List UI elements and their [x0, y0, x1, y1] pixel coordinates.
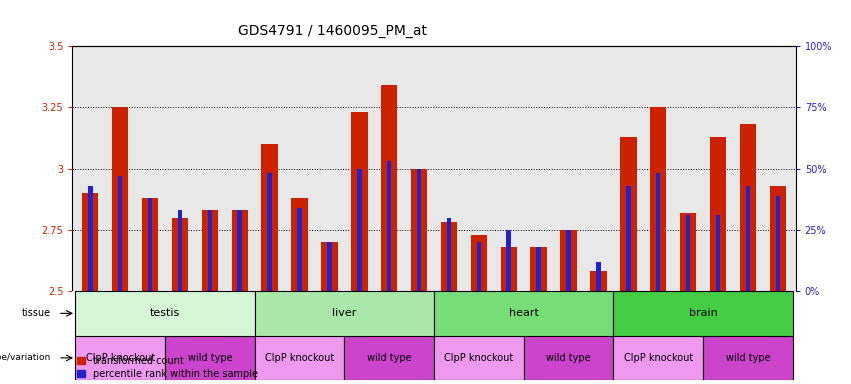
Text: wild type: wild type — [546, 353, 591, 363]
Text: GDS4791 / 1460095_PM_at: GDS4791 / 1460095_PM_at — [238, 25, 427, 38]
Bar — [441, 222, 457, 291]
Bar — [172, 218, 188, 291]
Bar — [626, 186, 631, 291]
Text: liver: liver — [332, 308, 357, 318]
Bar — [614, 291, 792, 336]
Bar — [769, 186, 786, 291]
Text: ClpP knockout: ClpP knockout — [86, 353, 155, 363]
Bar — [686, 215, 690, 291]
Text: genotype/variation: genotype/variation — [0, 353, 51, 362]
Bar — [254, 291, 434, 336]
Bar — [417, 169, 421, 291]
Bar — [142, 198, 158, 291]
Bar — [471, 235, 487, 291]
Bar — [614, 336, 703, 380]
Bar — [165, 336, 254, 380]
Text: heart: heart — [509, 308, 539, 318]
Bar — [82, 193, 99, 291]
Bar — [297, 208, 302, 291]
Text: brain: brain — [688, 308, 717, 318]
Bar — [740, 124, 756, 291]
Bar — [656, 174, 660, 291]
Bar — [327, 242, 332, 291]
Bar — [202, 210, 218, 291]
Bar — [434, 336, 523, 380]
Bar — [76, 291, 254, 336]
Bar — [411, 169, 427, 291]
Text: wild type: wild type — [187, 353, 232, 363]
Bar — [254, 336, 345, 380]
Bar — [650, 108, 666, 291]
Bar — [291, 198, 308, 291]
Bar — [530, 247, 547, 291]
Bar — [178, 210, 182, 291]
Bar — [500, 247, 517, 291]
Bar — [597, 262, 601, 291]
Text: tissue: tissue — [21, 308, 51, 318]
Text: ClpP knockout: ClpP knockout — [624, 353, 693, 363]
Bar — [357, 169, 362, 291]
Bar — [560, 230, 577, 291]
Bar — [591, 271, 607, 291]
Bar — [148, 198, 152, 291]
Bar — [381, 85, 397, 291]
Text: testis: testis — [150, 308, 180, 318]
Bar — [267, 174, 271, 291]
Text: wild type: wild type — [726, 353, 770, 363]
Legend: transformed count, percentile rank within the sample: transformed count, percentile rank withi… — [77, 356, 258, 379]
Bar — [477, 242, 481, 291]
Bar — [620, 137, 637, 291]
Bar — [434, 291, 614, 336]
Bar — [710, 137, 726, 291]
Bar — [447, 218, 451, 291]
Text: ClpP knockout: ClpP knockout — [444, 353, 513, 363]
Bar — [231, 210, 248, 291]
Bar — [88, 186, 93, 291]
Bar — [536, 247, 541, 291]
Bar — [261, 144, 277, 291]
Bar — [566, 230, 571, 291]
Bar — [76, 336, 165, 380]
Bar — [775, 195, 780, 291]
Bar — [523, 336, 614, 380]
Bar — [118, 176, 123, 291]
Bar — [745, 186, 750, 291]
Bar — [345, 336, 434, 380]
Bar — [506, 230, 511, 291]
Bar — [237, 210, 242, 291]
Text: wild type: wild type — [367, 353, 412, 363]
Bar — [680, 213, 696, 291]
Bar — [208, 210, 212, 291]
Bar — [351, 112, 368, 291]
Bar — [703, 336, 792, 380]
Bar — [112, 108, 129, 291]
Text: ClpP knockout: ClpP knockout — [265, 353, 334, 363]
Bar — [387, 161, 391, 291]
Bar — [716, 215, 720, 291]
Bar — [321, 242, 338, 291]
